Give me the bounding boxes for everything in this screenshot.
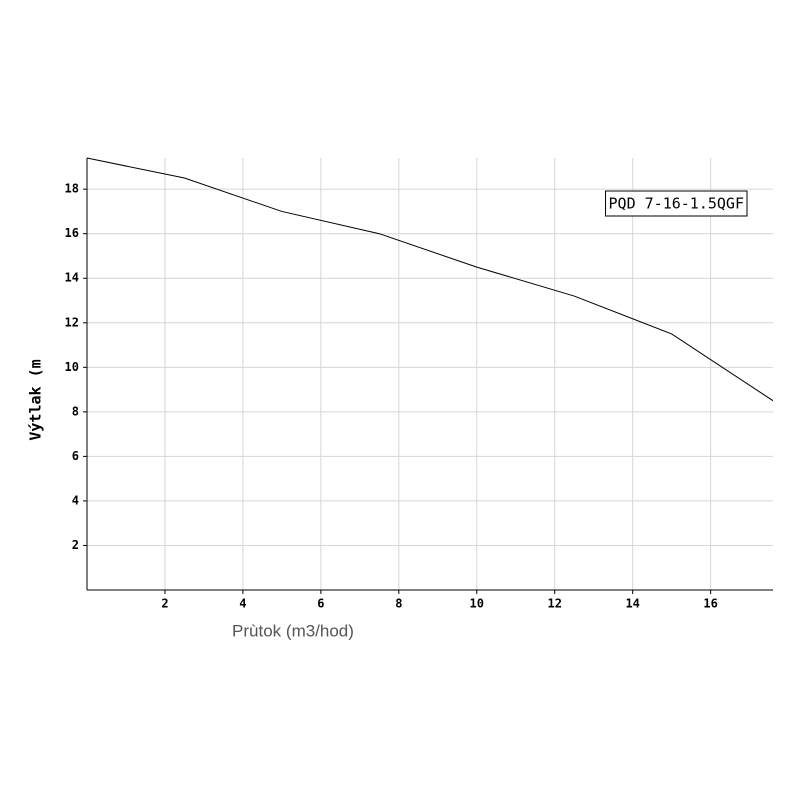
x-tick-label: 6 bbox=[317, 597, 324, 611]
x-tick-label: 8 bbox=[395, 597, 402, 611]
y-tick-label: 16 bbox=[65, 226, 79, 240]
x-tick-label: 10 bbox=[470, 597, 484, 611]
x-axis-label: Prùtok (m3/hod) bbox=[232, 621, 354, 640]
y-tick-label: 6 bbox=[72, 449, 79, 463]
y-tick-label: 14 bbox=[65, 271, 79, 285]
y-tick-label: 18 bbox=[65, 182, 79, 196]
y-tick-label: 12 bbox=[65, 315, 79, 329]
y-tick-label: 2 bbox=[72, 538, 79, 552]
y-tick-label: 4 bbox=[72, 493, 79, 507]
x-tick-label: 4 bbox=[239, 597, 246, 611]
x-tick-label: 12 bbox=[548, 597, 562, 611]
y-tick-label: 8 bbox=[72, 404, 79, 418]
y-tick-label: 10 bbox=[65, 360, 79, 374]
legend-box bbox=[605, 190, 748, 217]
legend-label: PQD 7-16-1.5QGF bbox=[609, 195, 744, 213]
x-tick-label: 14 bbox=[625, 597, 639, 611]
y-axis-label: Výtlak (m bbox=[27, 359, 45, 440]
x-tick-label: 16 bbox=[703, 597, 717, 611]
line bbox=[86, 157, 774, 402]
x-tick-label: 2 bbox=[161, 597, 168, 611]
